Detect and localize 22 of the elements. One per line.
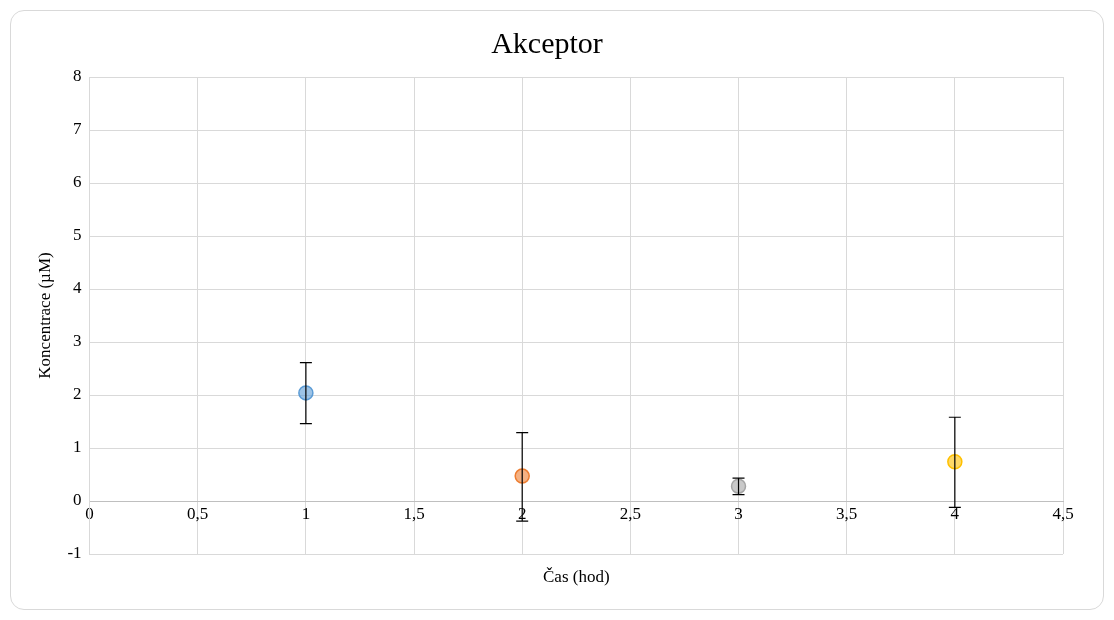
y-tick-label: 3: [73, 331, 82, 351]
x-tick-label: 1,5: [403, 503, 425, 523]
x-tick-label: 4: [950, 503, 960, 523]
x-tick-label: 4,5: [1052, 503, 1074, 523]
chart-title: Akceptor: [491, 25, 603, 59]
x-tick-label: 3,5: [836, 503, 858, 523]
y-tick-label: 1: [73, 437, 82, 457]
y-tick-label: 8: [73, 66, 82, 86]
y-tick-label: 4: [73, 278, 83, 298]
y-tick-label: 7: [73, 119, 83, 139]
x-axis-title: Čas (hod): [542, 567, 610, 587]
y-axis-title: Koncentrace (µM): [34, 252, 54, 379]
x-tick-label: 1: [301, 503, 311, 523]
x-tick-label: 2,5: [619, 503, 641, 523]
y-tick-label: 6: [73, 172, 82, 192]
y-tick-label: -1: [67, 543, 82, 563]
y-tick-label: 2: [73, 384, 82, 404]
x-tick-label: 3: [734, 503, 743, 523]
y-tick-label: 5: [73, 225, 82, 245]
point: [514, 468, 530, 484]
x-tick-label: 0,5: [187, 503, 209, 523]
y-tick-label: 0: [73, 490, 82, 510]
